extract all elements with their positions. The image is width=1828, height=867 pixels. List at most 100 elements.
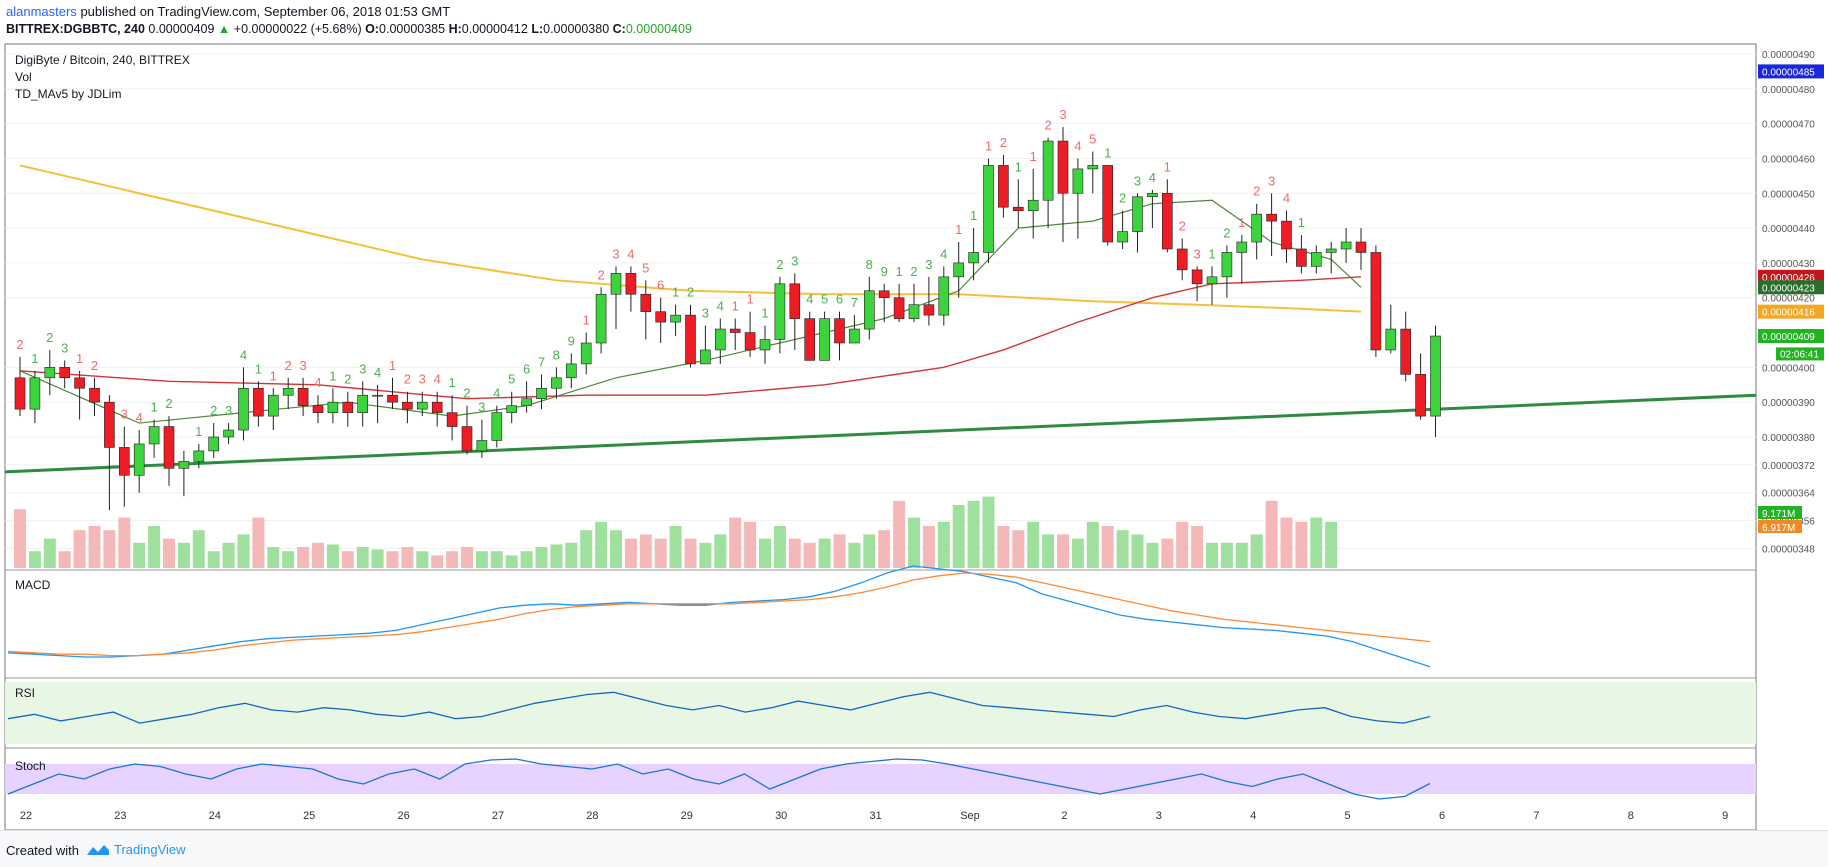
candle-body: [1251, 213, 1262, 243]
time-tick-label: 29: [681, 810, 693, 822]
candle-body: [893, 297, 905, 319]
volume-bar: [982, 496, 995, 568]
candle-body: [1355, 241, 1367, 253]
candle-body: [342, 401, 354, 413]
volume-bar: [28, 551, 41, 568]
td-count-label: 1: [895, 264, 902, 279]
volume-bar: [952, 505, 965, 568]
td-count-label: 5: [508, 372, 515, 387]
price-label: 0.00000416: [1762, 308, 1815, 319]
publish-info: published on TradingView.com, September …: [80, 4, 451, 19]
td-count-label: 3: [791, 253, 798, 268]
author-link[interactable]: alanmasters: [6, 4, 77, 19]
time-tick-label: 26: [397, 810, 409, 822]
td-count-label: 5: [1089, 131, 1096, 146]
td-count-label: 4: [493, 386, 500, 401]
volume-bar: [1057, 534, 1069, 568]
volume-bar: [893, 500, 906, 568]
volume-bar: [88, 526, 101, 568]
candle-body: [983, 165, 994, 253]
volume-bar: [1042, 534, 1055, 568]
volume-bar: [744, 521, 757, 568]
high-label: H:: [448, 22, 462, 36]
rsi-band: [5, 682, 1756, 744]
price-tick-label: 0.00000470: [1762, 120, 1815, 131]
volume-bar: [684, 538, 697, 568]
candle-body: [461, 426, 473, 452]
time-axis[interactable]: 22 23 24 25 26 27 28 29 30 31 Sep 2 3 4 5 6 7 8 9: [20, 810, 1728, 822]
td-count-label: 2: [1119, 191, 1126, 206]
td-count-label: 2: [165, 396, 172, 411]
volume-bar: [282, 551, 295, 568]
signal-line: [7, 572, 1431, 657]
price-label: 0.00000409: [1762, 332, 1815, 343]
volume-bar: [699, 542, 712, 568]
candle-body: [1281, 220, 1292, 250]
time-tick-label: 22: [20, 810, 32, 822]
low-value: 0.00000380: [543, 22, 610, 36]
td-count-label: 3: [419, 372, 426, 387]
footer-brand-link[interactable]: TradingView: [114, 842, 186, 857]
volume-bar: [1146, 542, 1159, 568]
td-count-label: 4: [374, 365, 381, 380]
volume-bar: [759, 538, 771, 568]
high-value: 0.00000412: [461, 22, 528, 36]
price-axis[interactable]: 0.00000490 0.00000480 0.00000470 0.00000460…: [1758, 50, 1824, 555]
volume-bar: [1310, 517, 1323, 568]
td-count-label: 3: [925, 257, 932, 272]
td-count-label: 7: [538, 354, 545, 369]
td-count-label: 7: [851, 295, 858, 310]
volume-bar: [639, 534, 652, 568]
candle-body: [1370, 252, 1382, 351]
td-count-label: 1: [1015, 159, 1022, 174]
td-count-label: 6: [523, 361, 530, 376]
volume-bar: [535, 547, 548, 568]
rsi-line: [7, 691, 1431, 724]
td-count-label: 4: [717, 299, 724, 314]
stoch-band: [5, 764, 1756, 794]
candle-body: [163, 426, 175, 469]
price-tick-label: 0.00000380: [1762, 433, 1815, 444]
volume-bar: [997, 526, 1010, 568]
volume-bar: [878, 530, 891, 568]
volume-bar: [446, 551, 459, 568]
candle-body: [402, 401, 413, 410]
candle-body: [774, 283, 786, 340]
candle-body: [282, 387, 294, 396]
td-count-label: 1: [389, 358, 396, 373]
td-count-label: 8: [866, 257, 873, 272]
price-label: 0.00000485: [1762, 67, 1815, 78]
price-tick-label: 0.00000440: [1762, 224, 1815, 235]
candle-body: [819, 318, 830, 361]
td-count-label: 1: [1104, 145, 1111, 160]
td-count-label: 2: [91, 358, 98, 373]
td-count-label: 3: [612, 246, 619, 261]
time-tick-label: 28: [586, 810, 598, 822]
volume-bar: [356, 547, 369, 568]
volume-bar: [1101, 526, 1114, 568]
td-count-label: 8: [553, 347, 560, 362]
volume-bar: [475, 551, 488, 568]
candle-body: [387, 394, 398, 403]
volume-bar: [1191, 526, 1204, 568]
time-tick-label: 3: [1156, 810, 1162, 822]
volume-label-bg: [1758, 520, 1802, 533]
footer: Created with TradingView: [0, 830, 1828, 867]
volume-bar: [58, 551, 71, 568]
volume-bars: [14, 496, 1338, 568]
td-count-label: 2: [1223, 226, 1230, 241]
td-count-label: 1: [76, 351, 83, 366]
candle-body: [849, 328, 860, 344]
price-tick-label: 0.00000390: [1762, 398, 1815, 409]
candle-body: [1311, 252, 1322, 267]
candle-body: [238, 387, 249, 431]
candle-body: [1296, 248, 1307, 267]
candle-body: [148, 426, 160, 445]
td-count-label: 4: [806, 292, 813, 307]
candle-body: [1147, 192, 1158, 198]
volume-label: 9.171M: [1762, 509, 1795, 520]
time-tick-label: 25: [303, 810, 315, 822]
volume-label: 6.917M: [1762, 523, 1795, 534]
low-label: L:: [531, 22, 544, 36]
